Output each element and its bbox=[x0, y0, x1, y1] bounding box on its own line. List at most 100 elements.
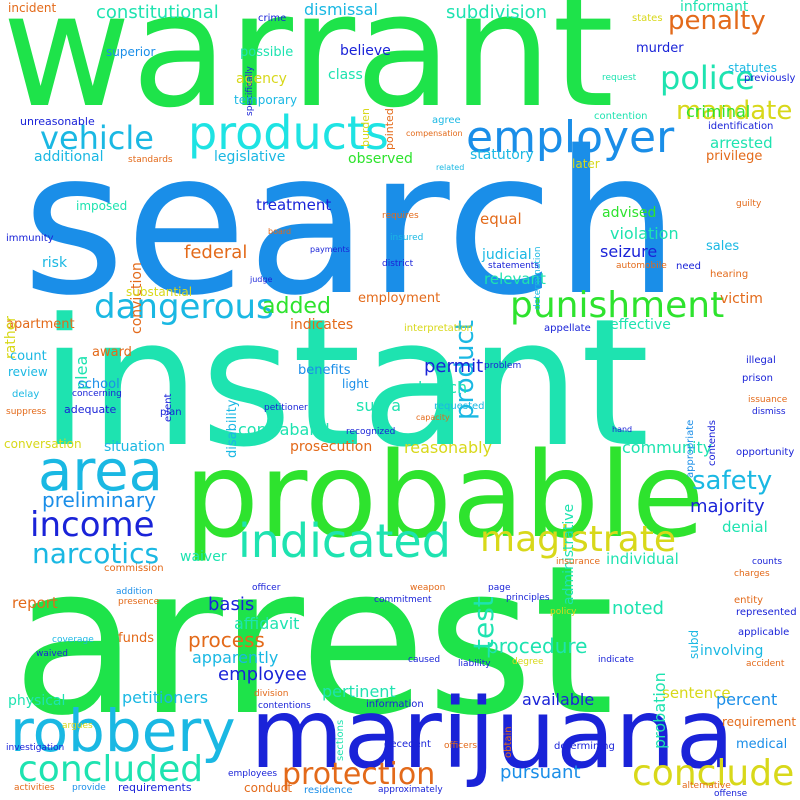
word-income: income bbox=[30, 505, 155, 545]
word-coverage: coverage bbox=[52, 635, 94, 645]
word-officers: officers bbox=[444, 741, 478, 751]
word-advised: advised bbox=[602, 205, 657, 221]
word-approximately: approximately bbox=[378, 785, 443, 795]
word-offense: offense bbox=[714, 789, 748, 799]
word-subdivision: subdivision bbox=[446, 2, 548, 23]
word-protection: protection bbox=[282, 757, 436, 792]
word-concerning: concerning bbox=[72, 389, 122, 399]
word-class: class bbox=[328, 67, 363, 83]
word-compensation: compensation bbox=[406, 129, 463, 138]
word-statutes: statutes bbox=[728, 61, 777, 75]
word-pointed: pointed bbox=[383, 108, 396, 150]
word-available: available bbox=[522, 690, 595, 709]
word-alternative: alternative bbox=[682, 781, 731, 791]
word-temporary: temporary bbox=[234, 93, 298, 107]
word-community: community bbox=[622, 438, 713, 457]
word-probable: probable bbox=[184, 426, 705, 564]
word-award: award bbox=[92, 345, 132, 360]
word-employment: employment bbox=[358, 291, 441, 306]
word-commitment: commitment bbox=[374, 595, 432, 605]
word-arrested: arrested bbox=[710, 134, 773, 152]
word-judge: judge bbox=[250, 275, 273, 284]
word-review: review bbox=[8, 365, 48, 379]
word-subd: subd bbox=[687, 629, 701, 659]
word-conduct: conduct bbox=[244, 781, 293, 795]
word-identification: identification bbox=[708, 121, 774, 132]
word-equal: equal bbox=[480, 210, 522, 228]
word-prosecution: prosecution bbox=[290, 439, 373, 455]
word-degree: degree bbox=[512, 657, 544, 667]
word-opportunity: opportunity bbox=[736, 447, 795, 458]
word-denial: denial bbox=[722, 518, 768, 536]
word-waived: waived bbox=[36, 649, 68, 659]
word-safety: safety bbox=[692, 466, 773, 496]
word-pertinent: pertinent bbox=[322, 682, 396, 701]
word-page: page bbox=[488, 583, 511, 593]
word-adequate: adequate bbox=[64, 403, 117, 416]
word-delay: delay bbox=[12, 389, 40, 400]
word-interpretation: interpretation bbox=[404, 323, 473, 334]
word-states: states bbox=[632, 13, 663, 24]
word-problem: problem bbox=[484, 361, 522, 371]
word-unreasonable: unreasonable bbox=[20, 115, 95, 128]
word-petitioners: petitioners bbox=[122, 688, 209, 707]
word-risk: risk bbox=[42, 255, 68, 271]
word-narcotics: narcotics bbox=[32, 537, 160, 570]
word-indicated: indicated bbox=[238, 514, 451, 568]
word-entity: entity bbox=[734, 595, 764, 606]
word-illegal: illegal bbox=[746, 355, 776, 366]
word-funds: funds bbox=[118, 631, 155, 646]
word-charges: charges bbox=[734, 569, 770, 579]
word-conclude: conclude bbox=[632, 753, 795, 794]
word-imposed: imposed bbox=[76, 199, 128, 213]
word-determination: determination bbox=[533, 246, 543, 310]
word-issuance: issuance bbox=[748, 395, 788, 405]
word-supra: supra bbox=[356, 396, 402, 415]
word-information: information bbox=[366, 699, 424, 710]
word-officer: officer bbox=[252, 583, 281, 593]
word-caused: caused bbox=[408, 655, 441, 665]
word-constitutional: constitutional bbox=[96, 2, 219, 23]
word-search: search bbox=[22, 108, 680, 339]
word-suppress: suppress bbox=[6, 407, 47, 417]
word-incident: incident bbox=[8, 1, 57, 15]
word-payments: payments bbox=[310, 245, 350, 254]
word-argues: argues bbox=[62, 721, 93, 731]
word-legislative: legislative bbox=[214, 149, 286, 165]
word-appropriate: appropriate bbox=[685, 419, 696, 478]
word-hand: hand bbox=[612, 425, 633, 434]
word-situation: situation bbox=[104, 439, 165, 455]
word-request: request bbox=[602, 73, 637, 83]
word-arrest: arrest bbox=[12, 521, 615, 761]
word-prison: prison bbox=[742, 373, 773, 384]
word-contraband: contraband bbox=[238, 420, 330, 439]
word-indicates: indicates bbox=[290, 317, 354, 333]
word-guilty: guilty bbox=[736, 199, 762, 209]
word-procedure: procedure bbox=[486, 634, 588, 658]
word-concluded: concluded bbox=[18, 749, 204, 790]
word-police: police bbox=[660, 59, 755, 97]
word-medical: medical bbox=[736, 737, 788, 752]
word-dangerous: dangerous bbox=[94, 287, 274, 327]
word-contention: contention bbox=[594, 111, 648, 122]
word-marijuana: marijuana bbox=[250, 678, 735, 790]
word-additional: additional bbox=[34, 149, 104, 165]
word-disability: disability bbox=[225, 399, 240, 458]
word-presence: presence bbox=[118, 597, 160, 607]
word-apartment: apartment bbox=[6, 317, 75, 332]
word-sections: sections bbox=[335, 719, 346, 761]
word-effective: effective bbox=[610, 317, 671, 333]
word-statements: statements bbox=[488, 261, 540, 271]
word-immunity: immunity bbox=[6, 233, 54, 244]
word-represented: represented bbox=[736, 607, 797, 618]
word-majority: majority bbox=[690, 496, 765, 517]
word-agree: agree bbox=[432, 115, 461, 126]
word-automobile: automobile bbox=[616, 261, 667, 271]
word-superior: superior bbox=[106, 45, 156, 59]
word-punishment: punishment bbox=[510, 285, 725, 326]
word-weapon: weapon bbox=[410, 583, 446, 593]
word-employer: employer bbox=[466, 112, 675, 163]
word-criminal: criminal bbox=[686, 102, 751, 121]
word-physical: physical bbox=[8, 693, 66, 709]
